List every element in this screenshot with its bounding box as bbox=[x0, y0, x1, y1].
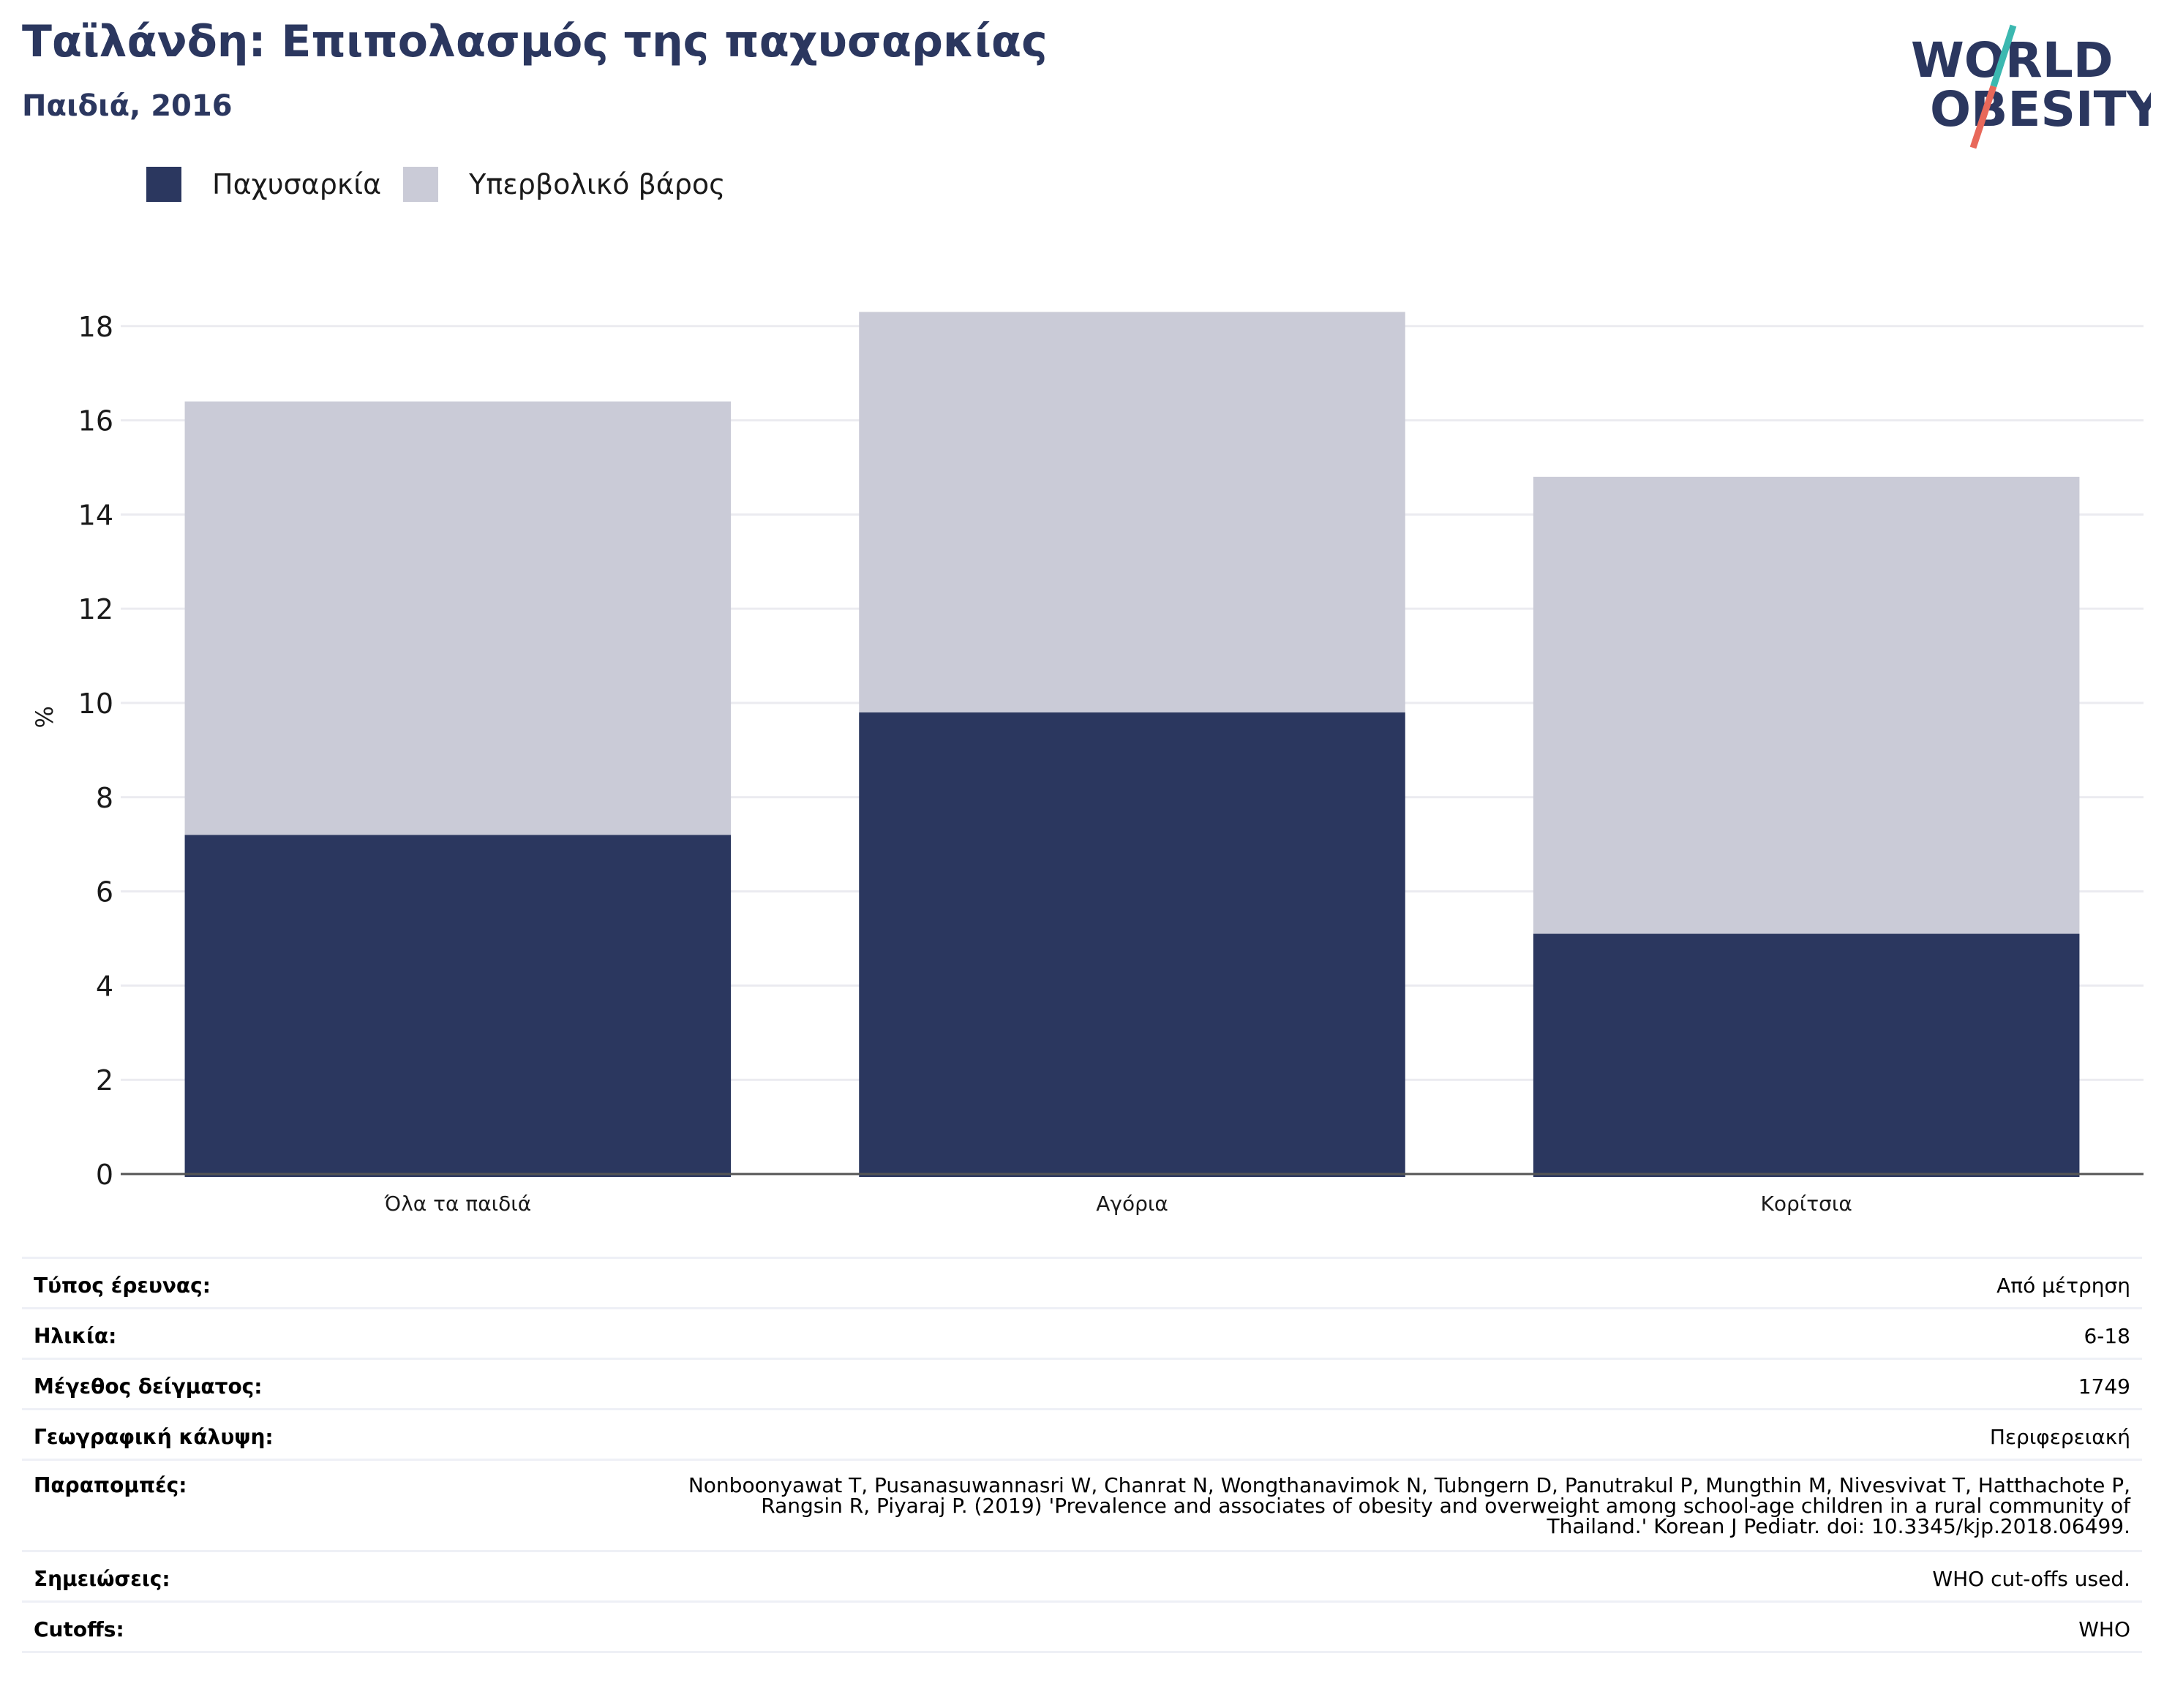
info-row-survey-type: Τύπος έρευνας: Από μέτρηση bbox=[22, 1257, 2142, 1309]
y-tick-label: 18 bbox=[78, 311, 113, 343]
y-tick-label: 12 bbox=[78, 593, 113, 625]
info-value: Από μέτρηση bbox=[1996, 1274, 2130, 1298]
info-label: Τύπος έρευνας: bbox=[34, 1274, 211, 1298]
info-row-references: Παραπομπές: Nonboonyawat T, Pusanasuwann… bbox=[22, 1459, 2142, 1551]
logo-slash-top bbox=[1990, 24, 2017, 88]
info-row-notes: Σημειώσεις: WHO cut-offs used. bbox=[22, 1551, 2142, 1602]
info-value: WHO cut-offs used. bbox=[1932, 1567, 2130, 1591]
y-tick-label: 8 bbox=[96, 782, 113, 814]
info-label: Παραπομπές: bbox=[34, 1473, 187, 1497]
info-label: Ηλικία: bbox=[34, 1324, 117, 1348]
bar-obesity bbox=[184, 835, 732, 1177]
stacked-bar-chart: 0 2 4 6 8 10 12 14 16 18% Όλα τα παιδιά Αγόρια Κορίτ… bbox=[31, 311, 2144, 1216]
reference-line: Rangsin R, Piyaraj P. (2019) 'Prevalence… bbox=[761, 1494, 2130, 1518]
y-tick-label: 4 bbox=[96, 970, 113, 1002]
chart-subtitle: Παιδιά, 2016 bbox=[22, 89, 233, 123]
logo-line-2: OBESITY bbox=[1930, 81, 2151, 138]
legend-item-obesity: Παχυσαρκία bbox=[146, 167, 381, 202]
y-tick-label: 0 bbox=[96, 1159, 113, 1191]
info-row-cutoffs: Cutoffs: WHO bbox=[22, 1601, 2142, 1652]
info-row-age: Ηλικία: 6-18 bbox=[22, 1308, 2142, 1359]
info-value-references: Nonboonyawat T, Pusanasuwannasri W, Chan… bbox=[484, 1460, 2142, 1551]
survey-info-table: Τύπος έρευνας: Από μέτρηση Ηλικία: 6-18 … bbox=[22, 1257, 2142, 1653]
legend-item-overweight: Υπερβολικό βάρος bbox=[403, 167, 725, 202]
y-tick-label: 16 bbox=[78, 405, 113, 437]
logo-slash-bottom bbox=[1969, 85, 1997, 149]
reference-line: Thailand.' Korean J Pediatr. doi: 10.334… bbox=[1547, 1514, 2130, 1538]
bar-overweight bbox=[859, 312, 1405, 712]
bar-obesity bbox=[859, 712, 1405, 1177]
info-value: 6-18 bbox=[2084, 1324, 2130, 1348]
info-label: Σημειώσεις: bbox=[34, 1567, 170, 1591]
chart-legend: Παχυσαρκία Υπερβολικό βάρος bbox=[146, 167, 747, 202]
info-value: 1749 bbox=[2078, 1374, 2130, 1399]
legend-swatch-obesity bbox=[146, 167, 181, 202]
y-tick-label: 6 bbox=[96, 876, 113, 908]
legend-label-overweight: Υπερβολικό βάρος bbox=[469, 168, 726, 200]
reference-line: Nonboonyawat T, Pusanasuwannasri W, Chan… bbox=[688, 1473, 2130, 1497]
info-label: Cutoffs: bbox=[34, 1617, 124, 1641]
y-tick-label: 14 bbox=[78, 499, 113, 531]
legend-swatch-overweight bbox=[403, 167, 439, 202]
chart-title: Ταϊλάνδη: Επιπολασμός της παχυσαρκίας bbox=[22, 16, 1048, 67]
legend-label-obesity: Παχυσαρκία bbox=[212, 168, 382, 200]
bar-obesity bbox=[1533, 933, 2080, 1177]
y-tick-label: 10 bbox=[78, 688, 113, 720]
info-label: Γεωγραφική κάλυψη: bbox=[34, 1425, 274, 1449]
info-row-sample-size: Μέγεθος δείγματος: 1749 bbox=[22, 1358, 2142, 1410]
y-axis-label: % bbox=[31, 706, 59, 728]
bar-overweight bbox=[184, 401, 732, 835]
x-tick-label: Αγόρια bbox=[1096, 1192, 1168, 1216]
x-tick-label: Κορίτσια bbox=[1761, 1192, 1852, 1216]
info-label: Μέγεθος δείγματος: bbox=[34, 1374, 263, 1399]
logo-line-1: WORLD bbox=[1911, 32, 2114, 89]
y-tick-label: 2 bbox=[96, 1064, 113, 1096]
x-tick-label: Όλα τα παιδιά bbox=[383, 1192, 531, 1216]
info-row-coverage: Γεωγραφική κάλυψη: Περιφερειακή bbox=[22, 1409, 2142, 1460]
info-value: WHO bbox=[2078, 1617, 2130, 1641]
bar-overweight bbox=[1533, 476, 2080, 934]
info-value: Περιφερειακή bbox=[1989, 1425, 2130, 1449]
world-obesity-logo: WORLD OBESITY bbox=[1911, 24, 2151, 149]
